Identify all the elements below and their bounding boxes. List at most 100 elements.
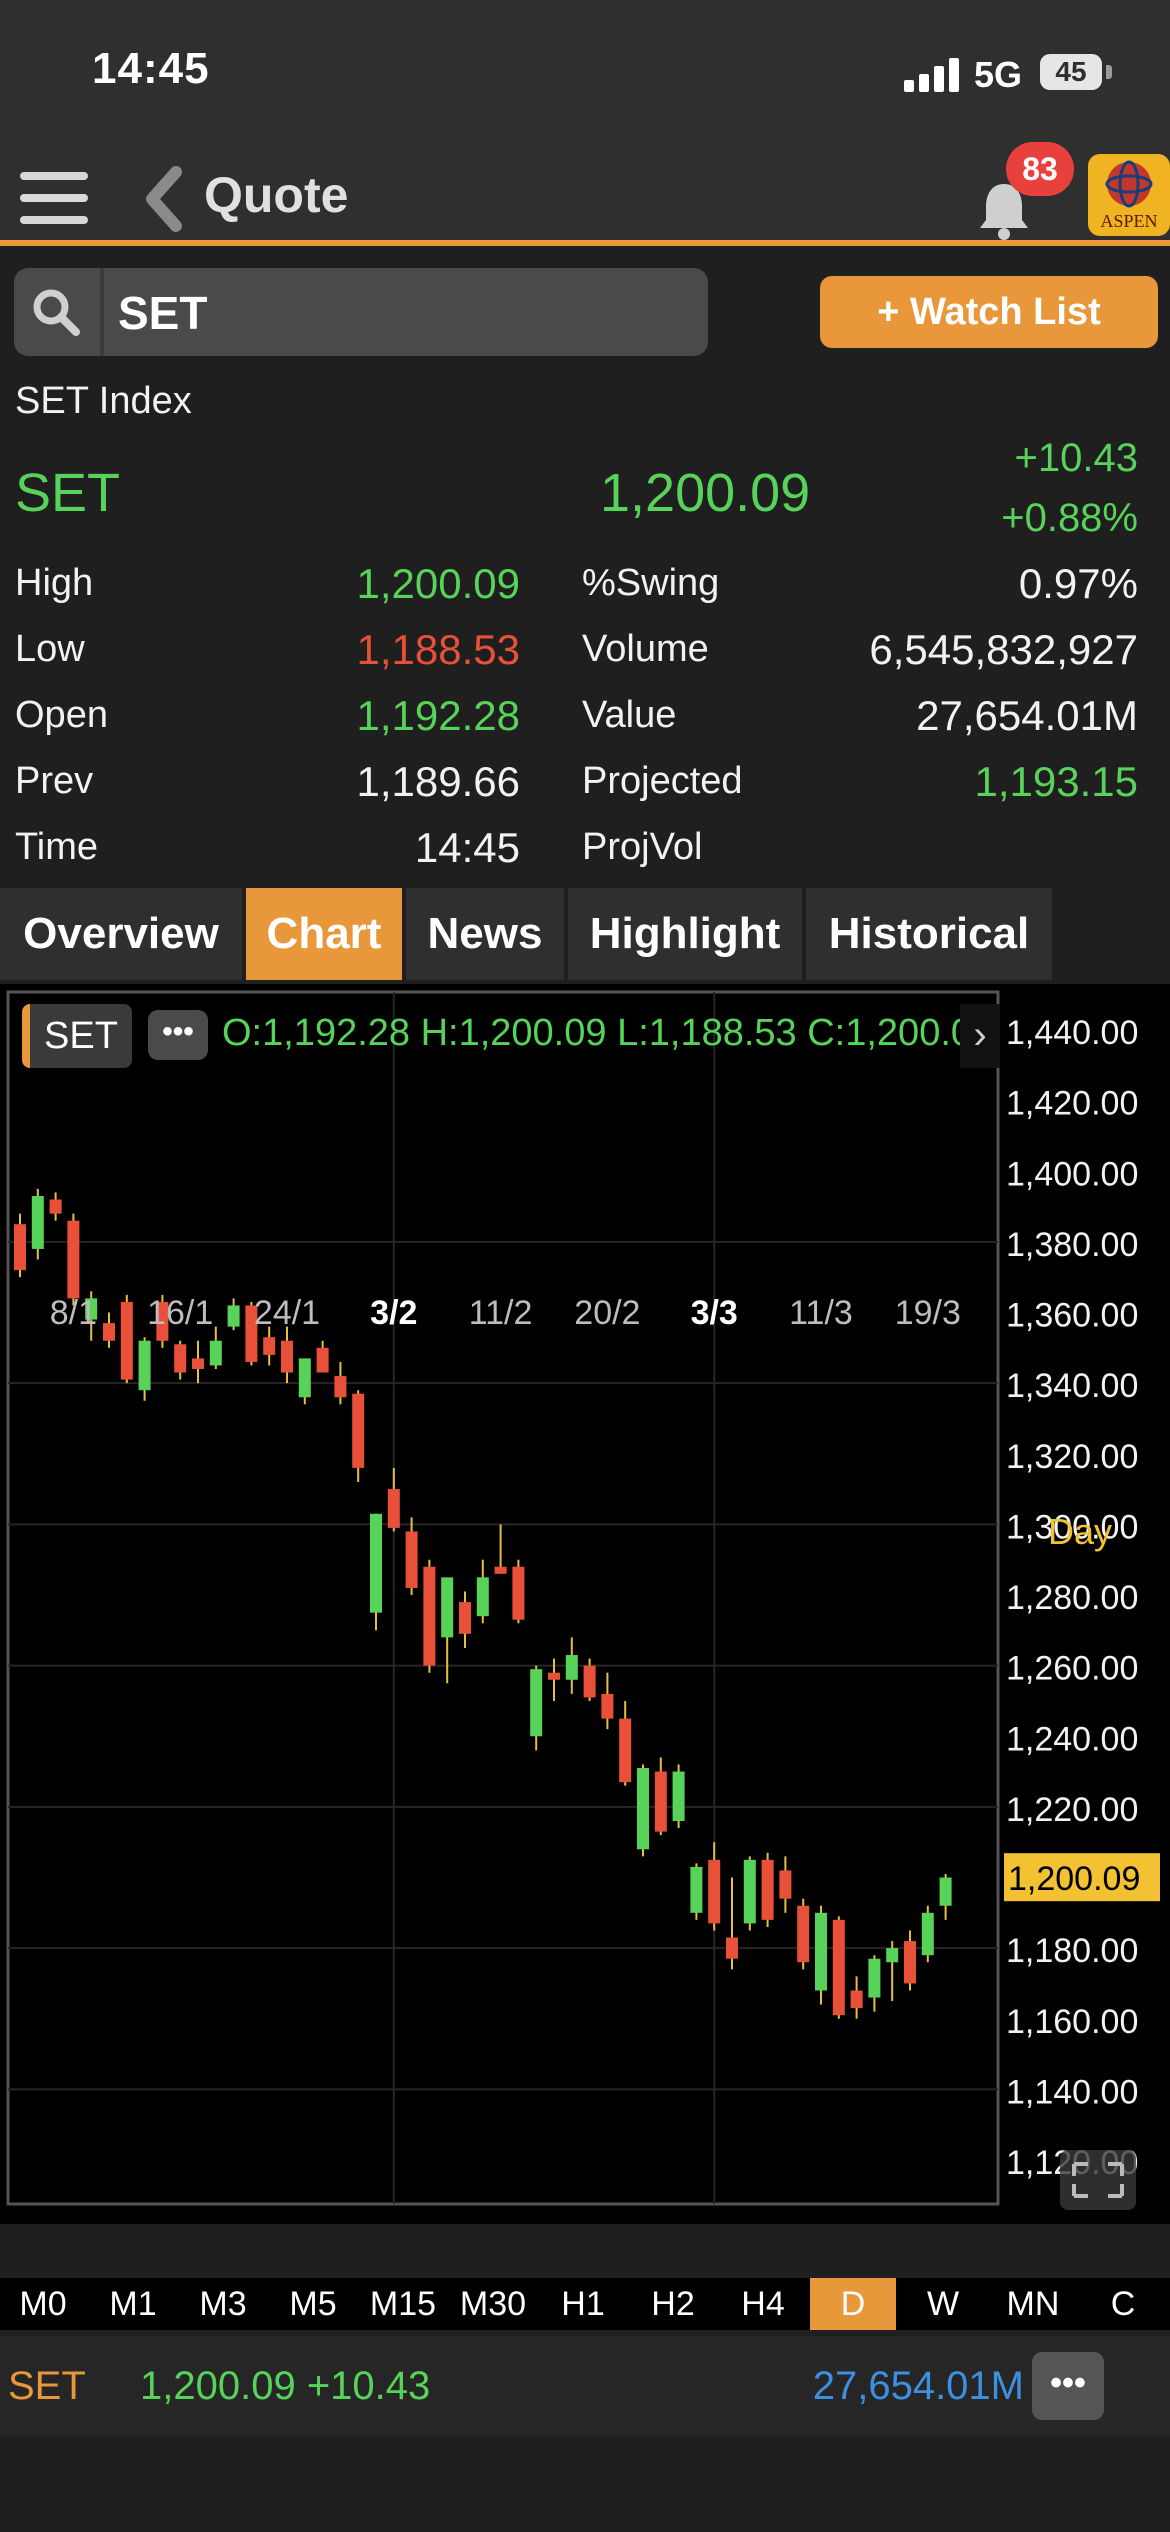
candle-body: [904, 1941, 916, 1984]
candle-body: [494, 1566, 507, 1574]
status-bar: 14:45 5G 45: [0, 0, 1170, 140]
candle-body: [637, 1768, 649, 1850]
chart-symbol-chip[interactable]: SET: [22, 1004, 132, 1068]
stat-value-open: 1,192.28: [356, 692, 521, 739]
stat-value-volume: 6,545,832,927: [869, 626, 1138, 673]
timeframe-h4[interactable]: H4: [741, 2285, 785, 2323]
bell-icon[interactable]: [976, 180, 1032, 240]
candle-body: [245, 1305, 258, 1362]
search-input[interactable]: SET: [14, 268, 708, 356]
summary-symbol[interactable]: SET: [8, 2364, 86, 2408]
search-divider: [100, 268, 104, 356]
candle-body: [868, 1958, 881, 1998]
signal-icon: [904, 56, 960, 92]
candle-body: [14, 1224, 26, 1271]
y-axis-label: 1,400.00: [1006, 1155, 1138, 1193]
y-axis-label: 1,300.00: [1006, 1508, 1138, 1546]
candle-body: [779, 1870, 792, 1899]
summary-value: 27,654.01M: [812, 2364, 1024, 2408]
timeframe-mn[interactable]: MN: [1006, 2285, 1060, 2323]
current-price-tag: [1004, 1853, 1160, 1902]
stat-label-projvol: ProjVol: [582, 826, 703, 868]
timeframe-m15[interactable]: M15: [369, 2285, 437, 2323]
timeframe-w[interactable]: W: [926, 2285, 960, 2323]
candle-body: [832, 1919, 845, 2016]
timeframe-m1[interactable]: M1: [109, 2285, 157, 2323]
candle-body: [761, 1859, 774, 1920]
tab-chart[interactable]: Chart: [246, 888, 402, 980]
candlestick-chart[interactable]: 1,440.00 1,420.00 1,400.00 1,380.00 1,360.00…: [0, 984, 1170, 2224]
back-chevron-icon[interactable]: [136, 164, 196, 234]
timeframe-c[interactable]: C: [1110, 2285, 1136, 2323]
timeframe-m30[interactable]: M30: [459, 2285, 527, 2323]
last-price: 1,200.09: [600, 463, 811, 523]
aspen-logo[interactable]: ASPEN: [1088, 154, 1170, 236]
expand-icon[interactable]: [1060, 2150, 1136, 2210]
add-watch-list-button[interactable]: + Watch List: [820, 276, 1158, 348]
price-chart[interactable]: 1,440.00 1,420.00 1,400.00 1,380.00 1,360.00…: [0, 984, 1170, 2224]
summary-price-change: 1,200.09 +10.43: [140, 2364, 431, 2408]
candle-body: [797, 1905, 810, 1963]
timeframe-bar: M0 M1 M3 M5 M15 M30 H1 H2 H4 D W MN C: [0, 2278, 1170, 2330]
y-axis-label: 1,220.00: [1006, 1791, 1138, 1829]
candle-body: [548, 1672, 560, 1680]
timeframe-m5[interactable]: M5: [289, 2285, 337, 2323]
summary-more-button[interactable]: •••: [1032, 2352, 1104, 2420]
candle-body: [921, 1912, 934, 1956]
timeframe-m3[interactable]: M3: [199, 2285, 247, 2323]
tab-news[interactable]: News: [406, 888, 564, 980]
candle-body: [387, 1489, 400, 1528]
index-name: SET Index: [15, 380, 192, 422]
chevron-right-icon[interactable]: ›: [960, 1004, 1000, 1068]
candle-body: [192, 1358, 204, 1369]
y-axis-label: 1,340.00: [1006, 1367, 1138, 1405]
candle-body: [31, 1195, 44, 1249]
y-axis-label: 1,240.00: [1006, 1720, 1138, 1758]
stat-value-high: 1,200.09: [356, 560, 521, 607]
candle-body: [405, 1531, 418, 1588]
stat-label-prev: Prev: [15, 760, 94, 802]
stat-value-prev: 1,189.66: [356, 758, 521, 805]
x-axis-label: 11/2: [469, 1294, 533, 1332]
stat-value-time: 14:45: [414, 824, 520, 871]
tab-highlight[interactable]: Highlight: [568, 888, 802, 980]
candle-body: [120, 1301, 133, 1380]
candle-body: [263, 1337, 276, 1355]
period-label: Day: [1048, 1511, 1112, 1552]
tab-historical[interactable]: Historical: [806, 888, 1052, 980]
x-axis-label: 3/3: [691, 1294, 738, 1332]
x-axis-label: 20/2: [574, 1294, 640, 1332]
x-axis-label: 3/2: [370, 1294, 417, 1332]
stat-label-low: Low: [15, 628, 85, 670]
candle-body: [530, 1669, 543, 1737]
chart-more-button[interactable]: •••: [148, 1010, 208, 1060]
globe-icon: [1105, 160, 1153, 208]
search-value[interactable]: SET: [118, 287, 208, 339]
y-axis-label: 1,320.00: [1006, 1438, 1138, 1476]
y-axis-label: 1,280.00: [1006, 1579, 1138, 1617]
candle-body: [209, 1340, 222, 1366]
status-time: 14:45: [92, 44, 210, 93]
timeframe-h1[interactable]: H1: [561, 2285, 605, 2323]
timeframe-d[interactable]: D: [810, 2278, 896, 2330]
candle-body: [619, 1718, 632, 1783]
timeframe-h2[interactable]: H2: [651, 2285, 695, 2323]
menu-icon[interactable]: [20, 170, 88, 226]
candle-body: [441, 1577, 454, 1638]
candle-body: [370, 1513, 382, 1613]
x-axis-label: 24/1: [254, 1294, 320, 1332]
stat-label-value: Value: [582, 694, 677, 736]
stat-label-swing: %Swing: [582, 562, 720, 604]
stat-value-value: 27,654.01M: [916, 692, 1138, 739]
timeframe-m0[interactable]: M0: [19, 2285, 67, 2323]
y-axis-label: 1,420.00: [1006, 1085, 1138, 1123]
candle-body: [85, 1298, 98, 1320]
candle-body: [672, 1771, 685, 1821]
y-axis-label: 1,160.00: [1006, 2003, 1138, 2041]
battery-tip: [1106, 65, 1112, 79]
notification-badge[interactable]: 83: [1006, 142, 1074, 196]
stat-label-open: Open: [15, 694, 108, 736]
tab-overview[interactable]: Overview: [0, 888, 242, 980]
candle-body: [815, 1912, 827, 1991]
candle-body: [352, 1393, 365, 1468]
